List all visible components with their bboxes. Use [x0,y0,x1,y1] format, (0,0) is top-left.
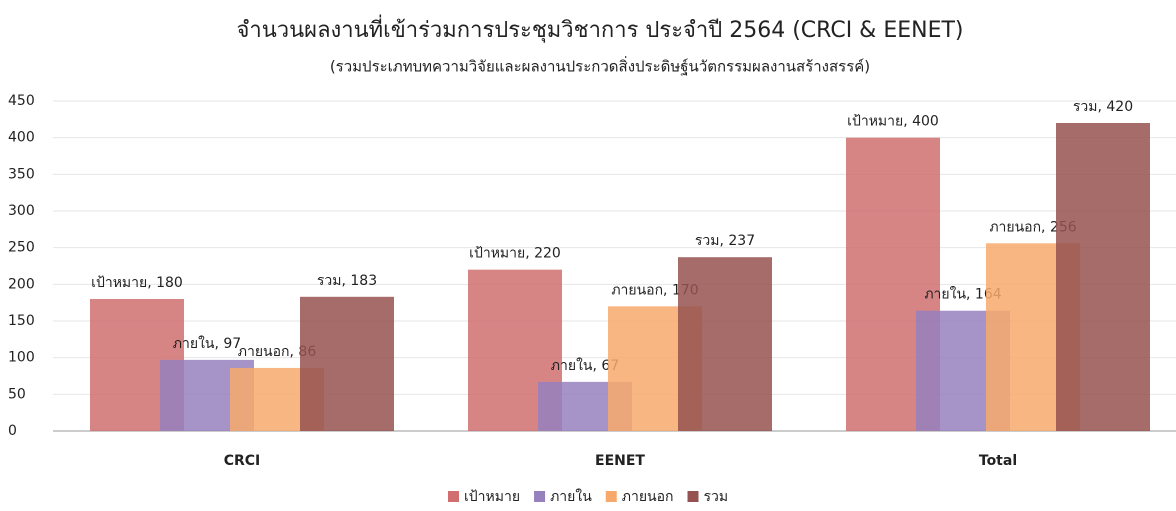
data-label: รวม, 183 [317,273,377,289]
legend-swatch [687,491,699,502]
chart-subtitle: (รวมประเภทบทความวิจัยและผลงานประกวดสิ่งป… [330,56,870,76]
y-tick-label: 150 [8,313,35,329]
x-tick-label: Total [979,453,1017,469]
y-tick-label: 450 [8,93,35,109]
bar [1056,123,1150,431]
x-tick-label: CRCI [224,453,261,469]
legend-label: ภายใน [550,488,592,505]
y-tick-label: 350 [8,166,35,182]
chart-title: จำนวนผลงานที่เข้าร่วมการประชุมวิชาการ ปร… [237,14,964,43]
y-tick-label: 100 [8,350,35,366]
y-tick-label: 50 [8,386,26,402]
data-label: ภายนอก, 170 [611,282,698,298]
bar [678,257,772,431]
data-label: เป้าหมาย, 180 [91,275,183,291]
legend-swatch [605,491,617,502]
legend-label: เป้าหมาย [464,489,520,505]
data-label: รวม, 237 [695,233,755,249]
data-label: ภายนอก, 256 [989,219,1076,235]
legend-label: รวม [704,489,729,505]
bar [300,296,394,431]
data-label: ภายใน, 67 [551,357,619,374]
y-tick-label: 0 [8,423,17,439]
data-label: เป้าหมาย, 400 [847,114,939,130]
data-label: รวม, 420 [1073,99,1133,115]
data-label: ภายนอก, 86 [238,344,317,360]
y-tick-label: 300 [8,203,35,219]
x-tick-label: EENET [595,453,645,469]
legend-swatch [448,491,459,502]
data-label: ภายใน, 164 [924,286,1001,303]
y-tick-label: 250 [8,240,35,256]
data-label: ภายใน, 97 [173,335,241,352]
y-tick-label: 400 [8,130,35,146]
legend-swatch [534,491,546,502]
data-label: เป้าหมาย, 220 [469,246,561,262]
y-tick-label: 200 [8,276,35,292]
legend-label: ภายนอก [622,489,674,505]
